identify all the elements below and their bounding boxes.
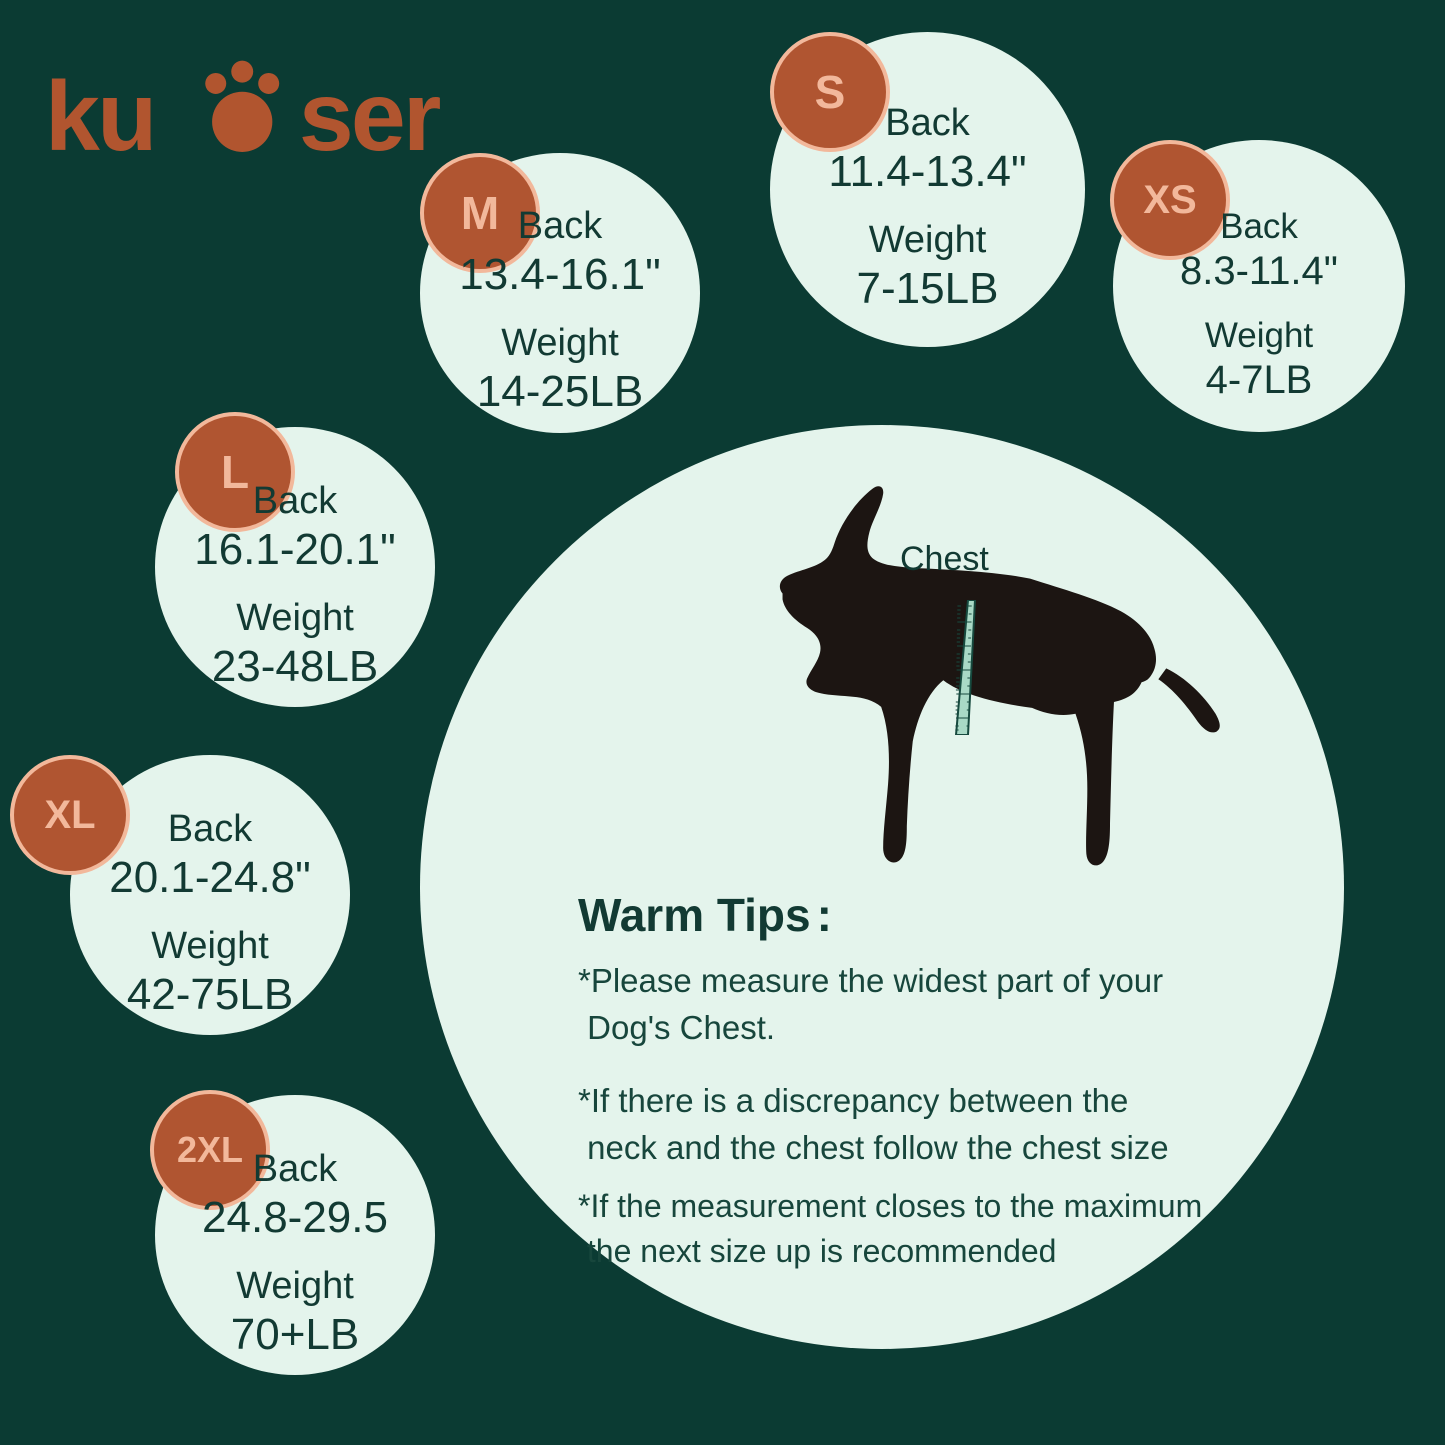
svg-text:ser: ser bbox=[299, 61, 440, 171]
svg-text:ku: ku bbox=[45, 61, 155, 171]
